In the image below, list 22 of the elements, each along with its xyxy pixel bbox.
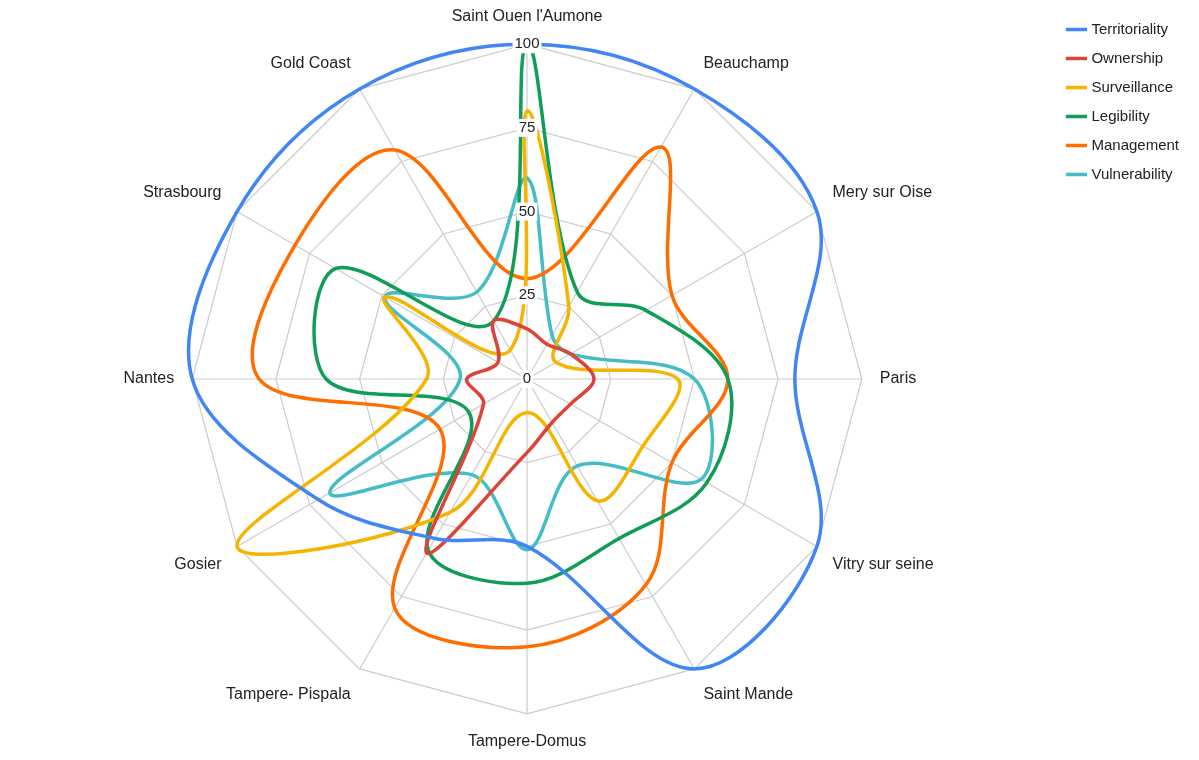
spoke-label: Tampere-Domus — [467, 731, 587, 749]
legend-label: Management — [1091, 135, 1180, 153]
spoke-label: Nantes — [123, 369, 175, 387]
legend-label: Surveillance — [1091, 77, 1174, 95]
legend-label: Territoriality — [1091, 19, 1169, 37]
y-tick-label: 0 — [522, 369, 532, 387]
spoke-label: Gold Coast — [270, 54, 352, 72]
spoke-label: Vitry sur seine — [832, 555, 934, 573]
legend-label: Legibility — [1091, 106, 1151, 124]
legend-label: Ownership — [1091, 48, 1164, 66]
spoke-label: Tampere- Pispala — [226, 684, 351, 702]
legend-label: Vulnerability — [1091, 164, 1174, 182]
spoke-label: Beauchamp — [703, 54, 789, 72]
spoke-label: Paris — [879, 369, 917, 387]
y-tick-label: 75 — [518, 118, 536, 136]
y-tick-label: 50 — [518, 201, 536, 219]
spoke-label: Gosier — [174, 555, 223, 573]
spoke-label: Saint Mande — [703, 684, 794, 702]
spoke-label: Mery sur Oise — [832, 183, 933, 201]
spoke-label: Saint Ouen l'Aumone — [451, 7, 603, 25]
y-tick-label: 25 — [518, 285, 536, 303]
spoke-label: Strasbourg — [143, 183, 222, 201]
